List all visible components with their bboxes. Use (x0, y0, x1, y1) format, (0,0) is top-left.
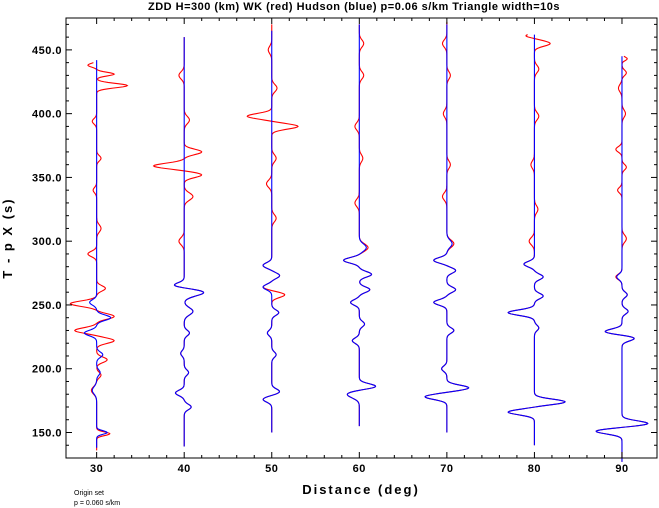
trace-30-deg (83, 60, 112, 448)
trace-70-deg (424, 24, 470, 433)
x-tick-label: 40 (178, 463, 191, 475)
trace-50-deg (246, 24, 299, 433)
plot-frame (65, 17, 658, 459)
trace-40-deg (173, 37, 205, 447)
y-tick-label: 250.0 (32, 300, 62, 312)
trace-80-deg (507, 34, 566, 446)
trace-50-deg (262, 30, 281, 433)
x-axis-label: Distance (deg) (302, 482, 420, 497)
x-tick-label: 30 (90, 463, 103, 475)
x-axis: 30 40 50 60 70 80 90 (90, 18, 628, 475)
x-tick-label: 80 (528, 463, 541, 475)
y-axis-label: T - p X (s) (0, 197, 15, 278)
series-2 (83, 24, 649, 462)
y-tick-label: 400.0 (32, 109, 62, 121)
x-tick-label: 60 (353, 463, 366, 475)
footnote-slowness: p = 0.060 s/km (74, 500, 120, 507)
y-tick-label: 300.0 (32, 236, 62, 248)
trace-layer (69, 21, 649, 462)
y-axis: 150.0 200.0 250.0 300.0 350.0 400.0 450.0 (32, 23, 657, 446)
chart-title: ZDD H=300 (km) WK (red) Hudson (blue) p=… (148, 1, 560, 13)
x-tick-label: 90 (615, 463, 628, 475)
y-tick-label: 450.0 (32, 45, 62, 57)
y-tick-label: 200.0 (32, 364, 62, 376)
trace-60-deg (342, 24, 377, 427)
x-tick-label: 50 (265, 463, 278, 475)
trace-90-deg (595, 56, 649, 462)
y-tick-label: 350.0 (32, 172, 62, 184)
y-tick-label: 150.0 (32, 427, 62, 439)
footnote-origin: Origin set (74, 490, 104, 497)
x-tick-label: 70 (440, 463, 453, 475)
trace-80-deg (507, 34, 566, 446)
trace-40-deg (152, 37, 205, 447)
trace-30-deg (69, 62, 129, 451)
